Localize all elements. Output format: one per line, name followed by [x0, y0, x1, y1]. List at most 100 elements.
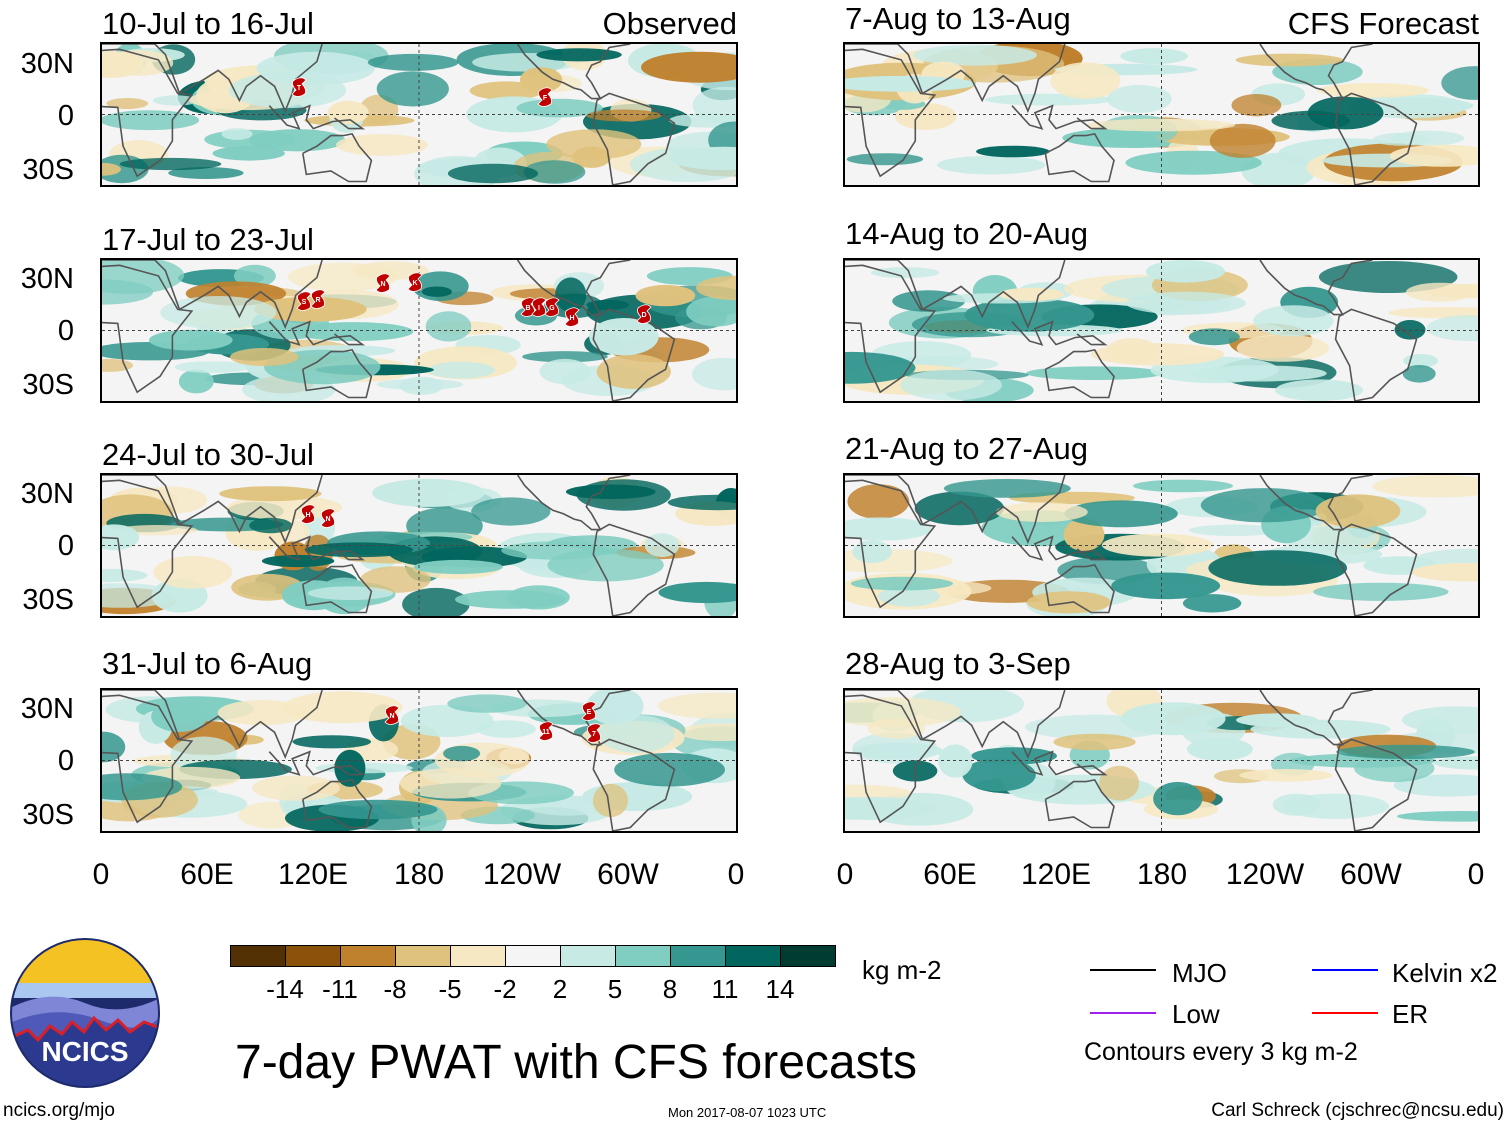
panel-title-left-1: 10-Jul to 16-Jul: [102, 6, 314, 41]
storm-marker: N: [384, 705, 400, 725]
pwat-anomaly-blob: [1187, 737, 1253, 761]
pwat-anomaly-blob: [586, 109, 662, 122]
colorbar-tick-label: -2: [493, 974, 517, 1004]
storm-marker: 11: [538, 721, 554, 741]
pwat-anomaly-blob: [425, 311, 472, 342]
storm-label: 11: [542, 729, 550, 736]
pwat-anomaly-blob: [1396, 811, 1478, 822]
coastline: [1334, 92, 1418, 185]
lon-left-0: 0: [92, 858, 110, 891]
colorbar-swatch: [505, 945, 561, 967]
lon-right-0: 0: [836, 858, 854, 891]
storm-marker: N: [375, 273, 391, 293]
lat-30n-4: 30N: [20, 693, 74, 725]
legend-label-kelvin: Kelvin x2: [1392, 958, 1498, 988]
pwat-anomaly-blob: [318, 799, 438, 820]
pwat-anomaly-blob: [539, 358, 591, 385]
map-panel-observed-2: N K S R B I G H D: [100, 258, 738, 403]
pwat-anomaly-blob: [1064, 500, 1178, 528]
pwat-anomaly-blob: [546, 129, 642, 160]
storm-label: N: [380, 281, 385, 288]
legend-line-er: [1312, 1012, 1378, 1014]
pwat-anomaly-blob: [1053, 733, 1136, 751]
storm-label: E: [587, 709, 592, 716]
panel-title-right-4: 28-Aug to 3-Sep: [845, 646, 1071, 681]
pwat-anomaly-blob: [1153, 781, 1203, 816]
storm-marker: H: [564, 307, 580, 327]
pwat-anomaly-blob: [519, 67, 563, 93]
coastline: [845, 48, 937, 178]
pwat-anomaly-blob: [228, 72, 347, 109]
pwat-anomaly-blob: [1208, 550, 1348, 586]
lon-right-60e: 60E: [923, 858, 977, 891]
storm-marker: R: [310, 289, 326, 309]
lon-right-120e: 120E: [1020, 858, 1092, 891]
pwat-anomaly-blob: [962, 758, 1036, 792]
coastline: [302, 133, 373, 183]
pwat-anomaly-blob: [692, 357, 736, 391]
pwat-anomaly-blob: [1188, 328, 1240, 346]
pwat-anomaly-blob: [102, 110, 200, 131]
pwat-anomaly-blob: [400, 768, 502, 799]
lat-0-1: 0: [57, 100, 74, 132]
coastline: [845, 690, 1066, 760]
pwat-anomaly-blob: [1389, 144, 1478, 167]
coastline: [516, 260, 631, 316]
lon-left-120e: 120E: [277, 858, 349, 891]
pwat-anomaly-blob: [102, 162, 121, 176]
pwat-anomaly-blob: [376, 71, 449, 107]
storm-label: B: [525, 305, 530, 312]
pwat-anomaly-blob: [1133, 479, 1233, 493]
panel-title-left-2: 17-Jul to 23-Jul: [102, 222, 314, 257]
pwat-anomaly-blob: [895, 103, 957, 130]
storm-label: S: [302, 299, 307, 306]
panel-title-left-4: 31-Jul to 6-Aug: [102, 646, 313, 681]
lon-left-0-end: 0: [727, 858, 745, 891]
colorbar-swatch: [780, 945, 836, 967]
pwat-anomaly-blob: [327, 100, 369, 124]
storm-marker: 7: [586, 723, 602, 743]
pwat-anomaly-blob: [878, 586, 940, 607]
coastline: [102, 264, 194, 394]
storm-marker: N: [320, 508, 336, 528]
coastline: [1044, 349, 1115, 399]
coastline: [516, 475, 631, 531]
storm-label: F: [543, 95, 548, 102]
pwat-anomaly-blob: [635, 284, 696, 307]
storm-label: D: [641, 312, 646, 319]
pwat-anomaly-blob: [283, 691, 403, 724]
pwat-anomaly-blob: [943, 479, 1071, 498]
coastline: [302, 779, 373, 829]
pwat-anomaly-blob: [1394, 320, 1426, 340]
coastline: [268, 535, 366, 561]
pwat-anomaly-blob: [845, 75, 976, 92]
pwat-anomaly-blob: [102, 568, 148, 582]
pwat-anomaly-blob: [1391, 130, 1465, 146]
legend-label-low: Low: [1172, 999, 1220, 1029]
storm-marker: K: [407, 272, 423, 292]
pwat-anomaly-blob: [696, 275, 736, 301]
storm-marker: E: [581, 701, 597, 721]
footer-url: ncics.org/mjo: [3, 1100, 115, 1121]
pwat-anomaly-blob: [686, 296, 736, 327]
map-field-observed-1: TF: [102, 44, 736, 185]
legend-line-low: [1090, 1012, 1156, 1014]
map-field-forecast-4: [845, 690, 1478, 831]
storm-label: G: [549, 305, 555, 312]
lon-right-120w: 120W: [1225, 858, 1305, 891]
pwat-anomaly-blob: [1145, 260, 1225, 283]
pwat-anomaly-blob: [1272, 793, 1321, 816]
coastline: [1334, 523, 1418, 616]
coastline: [592, 92, 676, 185]
pwat-anomaly-blob: [845, 784, 912, 802]
map-field-forecast-1: [845, 44, 1478, 185]
storm-label: H: [305, 512, 310, 519]
pwat-anomaly-blob: [168, 167, 244, 179]
pwat-anomaly-blob: [913, 44, 1037, 66]
pwat-anomaly-blob: [1235, 53, 1344, 67]
colorbar-tick-label: -14: [266, 974, 304, 1004]
coastline: [1259, 475, 1373, 531]
colorbar-tick-label: 2: [552, 974, 568, 1004]
coastline: [845, 264, 937, 394]
